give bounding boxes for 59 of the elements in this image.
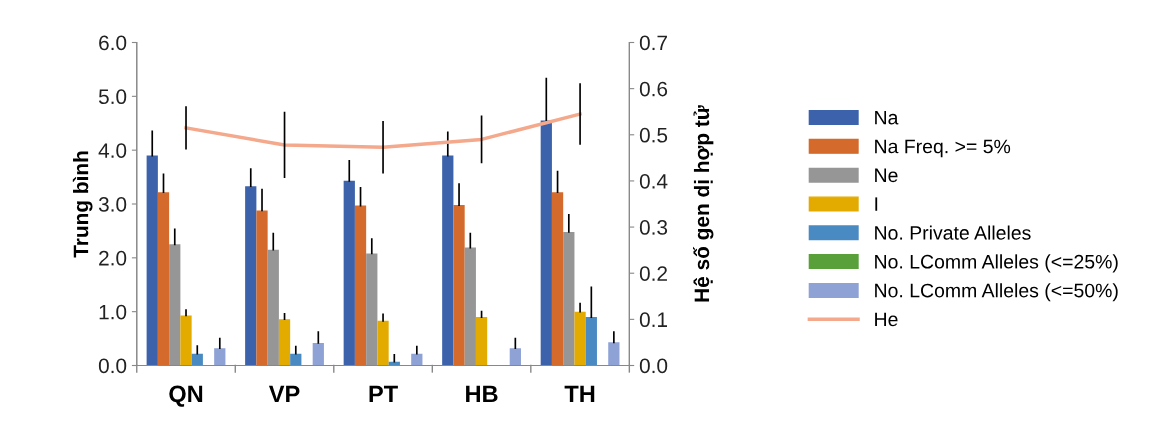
y2-axis-title: Hệ số gen dị hợp tử [693,105,714,302]
bar [411,353,423,366]
y-tick-label: 4.0 [98,143,127,158]
x-tick-label: PT [369,385,398,403]
y2-tick-label: 0.3 [639,220,668,235]
legend-label: I [875,197,878,211]
y2-tick-label: 0.7 [639,35,667,51]
y-axis-title: Trung bình [72,151,93,258]
x-tick-label: VP [268,385,300,403]
legend-label: Na Freq. >= 5% [875,139,1011,158]
bar [475,317,488,366]
bar [180,315,192,366]
bar [157,192,170,366]
bar [312,342,324,366]
y-tick-label: 3.0 [98,197,127,212]
bar [563,231,575,366]
bar [464,247,476,366]
y2-tick-label: 0.2 [639,266,667,281]
bar [551,192,564,366]
legend-label: No. Private Alleles [875,225,1031,240]
bar [608,342,620,366]
bar [245,186,257,366]
bar [191,353,203,366]
y2-tick-label: 0.4 [639,173,668,189]
bar [509,348,521,366]
bar [146,155,158,366]
bar [256,210,268,366]
y-tick-label: 2.0 [99,250,127,266]
y2-tick-label: 0.5 [639,127,668,143]
y-tick-label: 6.0 [99,35,127,51]
bar [290,353,302,366]
bar [267,249,279,366]
bar [377,320,389,366]
bar [442,155,454,366]
y-tick-label: 0.0 [98,358,127,374]
legend-label: No. LComm Alleles (<=50%) [875,283,1118,302]
line-series [184,112,582,149]
x-tick-label: QN [169,385,203,407]
bar [214,348,226,366]
x-tick-label: TH [564,385,595,403]
x-tick-label: HB [466,385,498,403]
y2-tick-label: 0.0 [639,358,668,374]
bar [574,311,586,366]
bar [343,180,355,366]
bar [453,205,465,366]
bar [585,317,597,366]
bar [278,319,291,366]
legend-label: Na [875,110,899,125]
legend-label: No. LComm Alleles (<=25%) [875,254,1118,273]
bar [169,244,181,366]
bar [540,120,552,366]
y-tick-label: 1.0 [99,304,127,320]
y2-tick-label: 0.1 [639,312,667,328]
legend-label: Ne [875,168,898,183]
legend-label: He [875,312,898,327]
bar [366,253,378,366]
bar [354,205,367,366]
y2-tick-label: 0.6 [639,81,668,97]
y-tick-label: 5.0 [98,89,127,105]
